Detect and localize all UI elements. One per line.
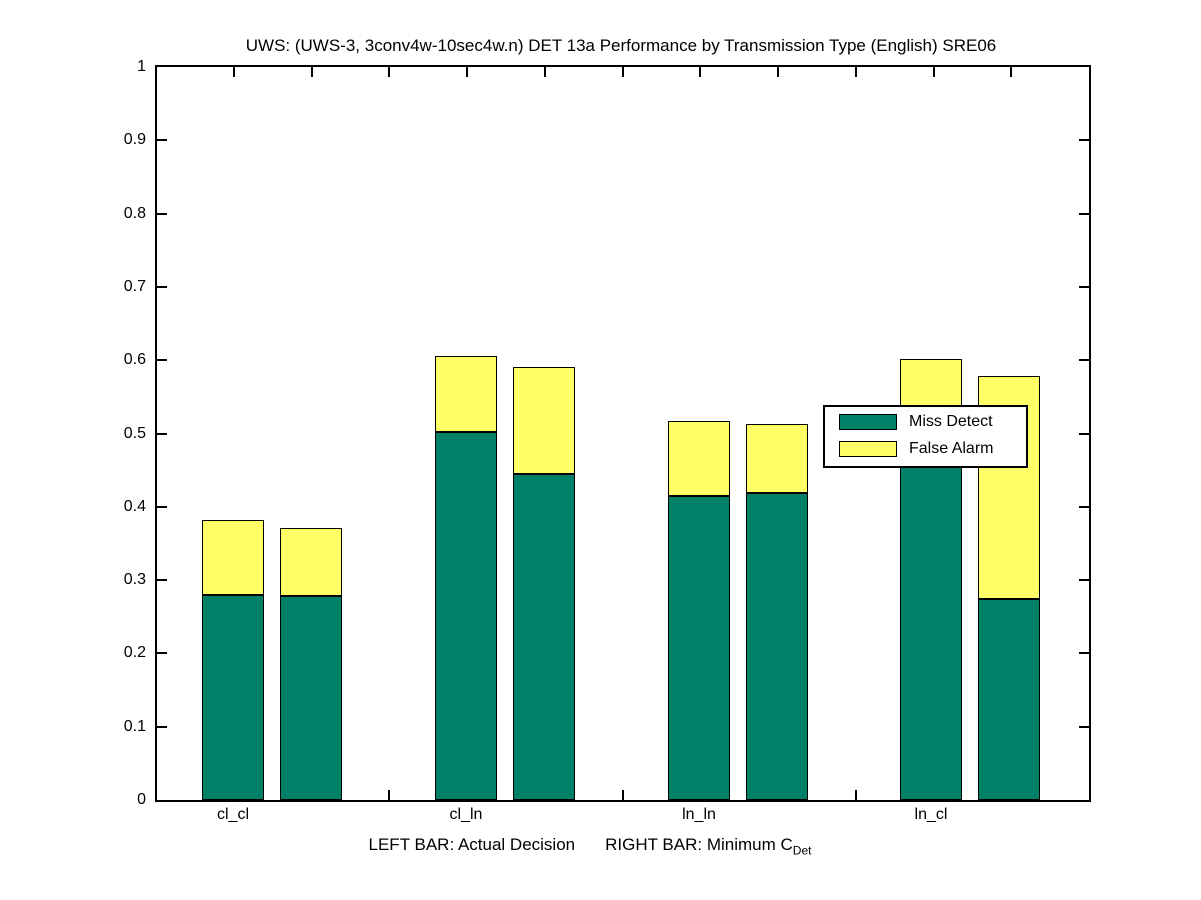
x-axis-tick-top [933,67,935,77]
x-axis-tick-top [388,67,390,77]
y-axis-tick-right [1079,139,1089,141]
y-axis-tick-right [1079,433,1089,435]
bar-ln_ln-minimum-miss-detect [746,493,808,800]
legend-swatch-miss-detect [839,414,897,430]
x-tick-label: cl_cl [216,806,249,823]
x-axis-tick-bottom [855,790,857,800]
x-axis-tick-top [777,67,779,77]
y-tick-label: 0.4 [123,498,146,515]
y-tick-label: 0 [137,791,146,808]
x-axis-tick-top [855,67,857,77]
x-tick-label: ln_cl [914,806,948,823]
y-tick-label: 0.5 [123,425,146,442]
y-axis-tick-right [1079,579,1089,581]
x-axis-label-subscript: Det [792,843,812,858]
bar-cl_cl-actual-false-alarm [202,520,264,595]
x-axis-tick-top [544,67,546,77]
x-axis-tick-bottom [388,790,390,800]
y-axis-tick-left [157,433,167,435]
y-axis-tick-left [157,213,167,215]
y-tick-label: 0.2 [123,644,146,661]
y-tick-label: 0.7 [123,278,146,295]
y-tick-label: 0.3 [123,571,146,588]
bar-cl_cl-minimum-miss-detect [280,596,342,800]
legend: Miss Detect False Alarm [823,405,1028,468]
plot-area: Miss Detect False Alarm [155,65,1091,802]
x-axis-label: LEFT BAR: Actual Decision RIGHT BAR: Mini… [155,835,1025,857]
x-axis-label-left: LEFT BAR: Actual Decision [368,835,576,854]
bar-cl_cl-minimum-false-alarm [280,528,342,596]
bar-ln_cl-actual-miss-detect [900,441,962,800]
y-axis-tick-right [1079,359,1089,361]
x-axis-tick-top [233,67,235,77]
y-axis-tick-left [157,286,167,288]
y-axis-tick-right [1079,213,1089,215]
bar-cl_ln-actual-miss-detect [435,432,497,800]
y-tick-label: 0.9 [123,131,146,148]
y-axis-tick-left [157,139,167,141]
bar-cl_ln-minimum-false-alarm [513,367,575,474]
x-tick-label: cl_ln [449,806,483,823]
x-axis-tick-top [699,67,701,77]
bar-ln_ln-actual-false-alarm [668,421,730,496]
bar-ln_ln-actual-miss-detect [668,496,730,800]
x-axis-label-right: RIGHT BAR: Minimum C [605,835,793,854]
bar-cl_cl-actual-miss-detect [202,595,264,800]
chart-title: UWS: (UWS-3, 3conv4w-10sec4w.n) DET 13a … [245,36,997,55]
y-axis-tick-left [157,726,167,728]
y-axis-tick-right [1079,726,1089,728]
y-axis-tick-right [1079,286,1089,288]
y-tick-label: 0.8 [123,205,146,222]
bar-ln_cl-minimum-miss-detect [978,599,1040,800]
bar-ln_ln-minimum-false-alarm [746,424,808,493]
y-tick-label: 0.1 [123,718,146,735]
legend-swatch-false-alarm [839,441,897,457]
legend-label-false-alarm: False Alarm [909,440,994,457]
x-axis-tick-bottom [622,790,624,800]
y-axis-tick-left [157,579,167,581]
x-axis-tick-top [622,67,624,77]
y-axis-tick-right [1079,652,1089,654]
y-tick-label: 0.6 [123,351,146,368]
x-axis-tick-top [466,67,468,77]
y-axis-tick-right [1079,506,1089,508]
bar-cl_ln-actual-false-alarm [435,356,497,432]
x-tick-label: ln_ln [682,806,716,823]
bar-cl_ln-minimum-miss-detect [513,474,575,800]
legend-label-miss-detect: Miss Detect [909,413,993,430]
y-tick-label: 1 [137,58,146,75]
y-axis-tick-left [157,359,167,361]
y-axis-tick-left [157,652,167,654]
x-axis-tick-top [311,67,313,77]
y-axis-tick-left [157,506,167,508]
x-axis-tick-top [1010,67,1012,77]
